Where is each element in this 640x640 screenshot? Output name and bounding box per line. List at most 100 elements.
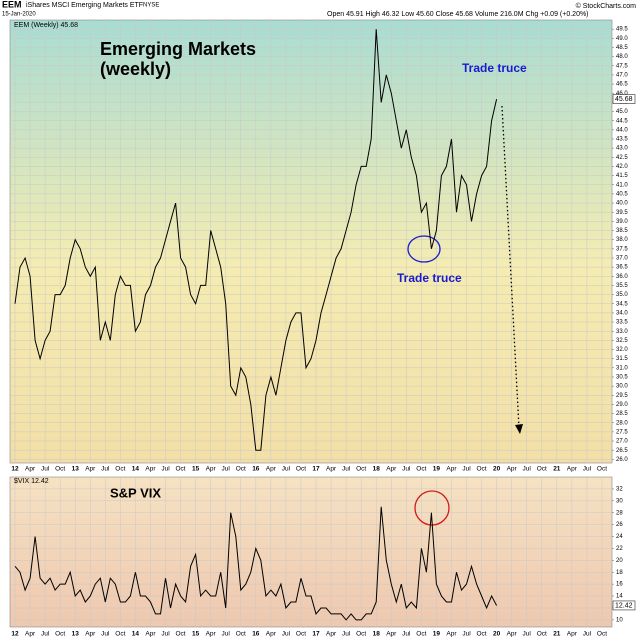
y-tick-label: 35.5 <box>616 283 628 289</box>
x-tick-label: Apr <box>25 631 36 638</box>
y-tick-label: 48.5 <box>616 45 628 51</box>
x-tick-label: 12 <box>11 631 19 638</box>
y-tick-label: 40.5 <box>616 191 628 197</box>
last-value-label: 45.68 <box>615 96 633 103</box>
arrow-head <box>515 424 523 434</box>
x-tick-label: Oct <box>477 466 487 473</box>
x-tick-label: Jul <box>282 466 291 473</box>
x-tick-label: Jul <box>282 631 291 638</box>
x-tick-label: Jul <box>161 466 170 473</box>
last-value-box <box>612 94 636 104</box>
x-tick-label: Oct <box>537 631 547 638</box>
y-tick-label: 31.5 <box>616 356 628 362</box>
x-tick-label: 18 <box>373 631 381 638</box>
x-tick-label: 15 <box>192 631 200 638</box>
y-tick-label: 34.5 <box>616 301 628 307</box>
x-tick-label: Oct <box>597 466 607 473</box>
x-tick-label: Jul <box>101 631 110 638</box>
x-tick-label: Oct <box>597 631 607 638</box>
x-tick-label: Apr <box>446 466 457 473</box>
chart-title: Emerging Markets <box>100 39 256 59</box>
y-tick-label: 33.5 <box>616 320 628 326</box>
x-tick-label: Apr <box>507 631 518 638</box>
x-tick-label: Jul <box>462 631 471 638</box>
y-tick-label: 16 <box>616 582 623 588</box>
date: 15-Jan-2020 <box>2 12 36 18</box>
y-tick-label: 28.5 <box>616 411 628 417</box>
y-tick-label: 38.5 <box>616 228 628 234</box>
price-panel <box>9 19 613 464</box>
y-tick-label: 46.5 <box>616 82 628 88</box>
x-tick-label: Jul <box>462 466 471 473</box>
exchange: NYSE <box>143 3 159 9</box>
y-tick-label: 36.5 <box>616 265 628 271</box>
x-tick-label: 20 <box>493 466 501 473</box>
x-tick-label: Apr <box>446 631 457 638</box>
copyright: © StockCharts.com <box>576 2 637 10</box>
x-tick-label: Apr <box>507 466 518 473</box>
x-tick-label: Oct <box>55 466 65 473</box>
y-tick-label: 24 <box>616 534 623 540</box>
x-tick-label: Jul <box>222 466 231 473</box>
y-tick-label: 48.0 <box>616 54 628 60</box>
x-tick-label: Apr <box>145 466 156 473</box>
y-tick-label: 44.0 <box>616 127 628 133</box>
y-tick-label: 40.0 <box>616 201 628 207</box>
x-tick-label: 19 <box>433 631 441 638</box>
y-tick-label: 20 <box>616 558 623 564</box>
x-tick-label: Jul <box>402 631 411 638</box>
y-tick-label: 39.5 <box>616 210 628 216</box>
y-tick-label: 22 <box>616 546 623 552</box>
x-tick-label: 19 <box>433 466 441 473</box>
x-tick-label: Oct <box>537 466 547 473</box>
x-tick-label: Apr <box>25 466 36 473</box>
x-tick-label: 13 <box>72 631 80 638</box>
x-tick-label: Jul <box>523 466 532 473</box>
y-tick-label: 41.5 <box>616 173 628 179</box>
x-tick-label: Apr <box>567 631 578 638</box>
x-tick-label: Apr <box>206 466 217 473</box>
x-tick-label: Oct <box>356 631 366 638</box>
y-tick-label: 47.5 <box>616 63 628 69</box>
y-tick-label: 45.0 <box>616 109 628 115</box>
y-tick-label: 18 <box>616 570 623 576</box>
y-tick-label: 44.5 <box>616 118 628 124</box>
x-tick-label: Jul <box>523 631 532 638</box>
x-tick-label: Oct <box>236 466 246 473</box>
y-tick-label: 28.0 <box>616 420 628 426</box>
y-tick-label: 43.0 <box>616 146 628 152</box>
x-tick-label: Oct <box>176 466 186 473</box>
x-tick-label: Apr <box>386 466 397 473</box>
y-tick-label: 27.0 <box>616 439 628 445</box>
x-tick-label: 13 <box>72 466 80 473</box>
y-tick-label: 28 <box>616 510 623 516</box>
y-tick-label: 37.0 <box>616 256 628 262</box>
highlight-circle <box>407 235 441 263</box>
y-tick-label: 31.0 <box>616 365 628 371</box>
y-tick-label: 14 <box>616 594 623 600</box>
x-tick-label: 16 <box>252 631 260 638</box>
x-tick-label: Jul <box>342 631 351 638</box>
x-tick-label: 16 <box>252 466 260 473</box>
x-tick-label: Apr <box>386 631 397 638</box>
y-tick-label: 27.5 <box>616 429 628 435</box>
x-tick-label: Jul <box>41 631 50 638</box>
x-tick-label: Apr <box>206 631 217 638</box>
price-line <box>14 29 498 451</box>
x-tick-label: 14 <box>132 466 140 473</box>
x-tick-label: Oct <box>356 466 366 473</box>
y-tick-label: 41.0 <box>616 182 628 188</box>
x-tick-label: Jul <box>222 631 231 638</box>
x-tick-label: 15 <box>192 466 200 473</box>
y-tick-label: 47.0 <box>616 72 628 78</box>
vix-panel <box>9 476 613 628</box>
x-tick-label: Apr <box>326 631 337 638</box>
x-tick-label: Oct <box>416 631 426 638</box>
x-tick-label: Jul <box>161 631 170 638</box>
symbol: EEM <box>2 0 22 9</box>
security-name: iShares MSCI Emerging Markets ETF <box>26 2 143 9</box>
chart-subtitle: (weekly) <box>100 59 171 79</box>
y-tick-label: 26 <box>616 522 623 528</box>
x-tick-label: Oct <box>176 631 186 638</box>
